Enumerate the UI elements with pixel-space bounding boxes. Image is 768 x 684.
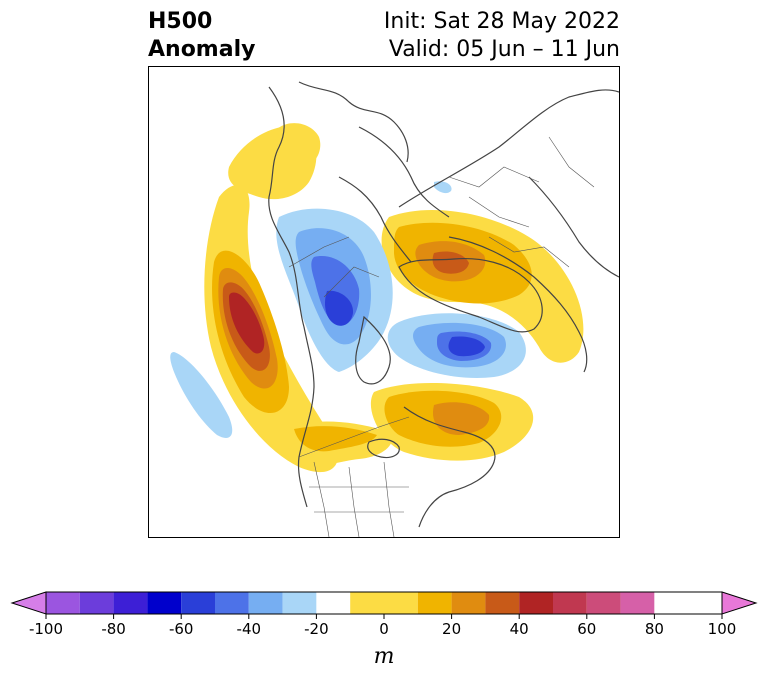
colorbar-segment xyxy=(113,592,148,614)
colorbar-tick-label: -40 xyxy=(237,620,262,638)
colorbar: -100 -80 -60 -40 -20 0 20 40 60 80 100 xyxy=(10,590,758,644)
trough-pacific-10 xyxy=(170,352,233,438)
colorbar-segment xyxy=(586,592,621,614)
ridge-yukon-10 xyxy=(275,123,321,170)
colorbar-segment xyxy=(417,592,452,614)
colorbar-svg: -100 -80 -60 -40 -20 0 20 40 60 80 100 xyxy=(10,591,758,638)
colorbar-tick-label: 0 xyxy=(379,620,389,638)
anomaly-map xyxy=(148,66,620,538)
colorbar-tick-label: -60 xyxy=(169,620,194,638)
colorbar-segment xyxy=(485,592,520,614)
ridge-eurasia-40 xyxy=(432,251,469,274)
colorbar-segment xyxy=(147,592,182,614)
colorbar-segment xyxy=(79,592,114,614)
colorbar-tick-label: 100 xyxy=(708,620,737,638)
colorbar-segment xyxy=(248,592,283,614)
colorbar-tick-label: -80 xyxy=(101,620,126,638)
ridge-west-20 xyxy=(294,426,377,452)
colorbar-segment xyxy=(215,592,249,614)
colorbar-segment xyxy=(316,592,351,614)
colorbar-segment xyxy=(46,592,80,614)
trough-labrador-40 xyxy=(448,336,485,357)
political-borders xyxy=(288,136,595,537)
colorbar-segment xyxy=(350,592,418,614)
ridge-east-30 xyxy=(432,402,490,435)
chart-dates: Init: Sat 28 May 2022 Valid: 05 Jun – 11… xyxy=(384,8,620,64)
colorbar-tick-label: 20 xyxy=(442,620,461,638)
colorbar-segment xyxy=(553,592,587,614)
colorbar-tick-label: 60 xyxy=(577,620,596,638)
colorbar-unit-label: m xyxy=(373,644,395,669)
colorbar-segment xyxy=(620,592,655,614)
colorbar-under-extend xyxy=(10,591,47,615)
colorbar-segment xyxy=(451,592,486,614)
colorbar-tick-label: -100 xyxy=(29,620,63,638)
valid-range: Valid: 05 Jun – 11 Jun xyxy=(388,37,620,62)
init-date: Init: Sat 28 May 2022 xyxy=(383,9,620,34)
colorbar-segment xyxy=(654,592,689,614)
map-svg xyxy=(170,81,619,537)
trough-arctic-10 xyxy=(434,181,452,194)
ridge-pacific-50 xyxy=(229,292,265,354)
colorbar-tick-label: 40 xyxy=(510,620,529,638)
coastlines xyxy=(268,81,619,528)
colorbar-segment xyxy=(282,592,317,614)
colorbar-tick-label: -20 xyxy=(304,620,329,638)
colorbar-over-extend xyxy=(721,591,758,615)
trough-canada-40 xyxy=(325,290,354,326)
colorbar-segment xyxy=(181,592,215,614)
anomaly-contours xyxy=(170,123,584,473)
title-field: Anomaly xyxy=(148,37,256,62)
colorbar-segment xyxy=(688,592,722,614)
title-variable: H500 xyxy=(148,9,213,34)
colorbar-segment xyxy=(519,592,553,614)
chart-title: H500 Anomaly xyxy=(148,8,255,64)
colorbar-tick-label: 80 xyxy=(645,620,664,638)
